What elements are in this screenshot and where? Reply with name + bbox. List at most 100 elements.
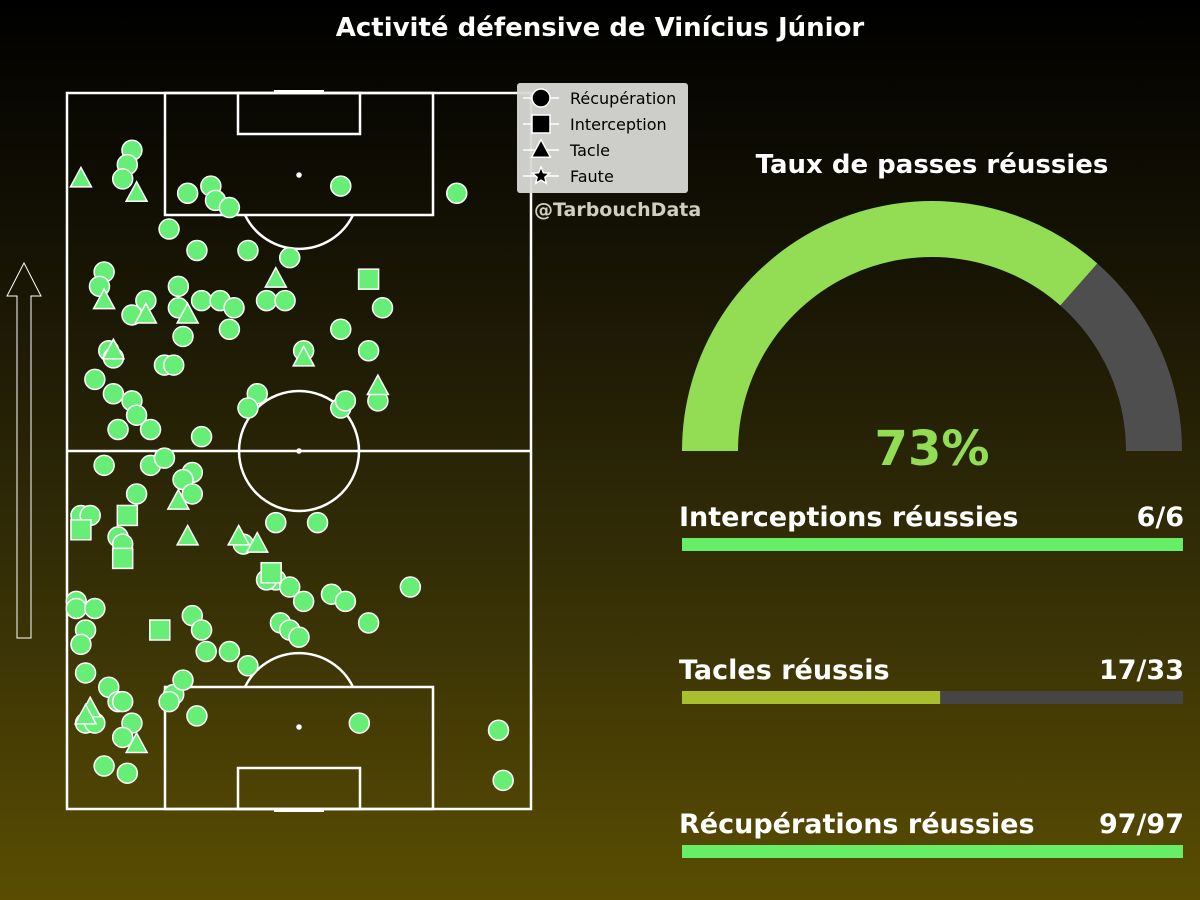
square-marker <box>260 561 282 584</box>
circle-marker <box>190 619 213 641</box>
triangle-marker <box>69 165 93 188</box>
circle-marker <box>125 483 148 505</box>
pitch <box>65 90 533 812</box>
figure-title: Activité défensive de Vinícius Júnior <box>336 13 865 43</box>
triangle-marker <box>92 287 116 310</box>
square-marker <box>70 519 92 541</box>
legend-box <box>517 83 688 193</box>
circle-marker <box>334 590 357 613</box>
bottom-penalty-spot <box>296 724 302 730</box>
legend-label: Récupération <box>570 89 676 108</box>
circle-marker <box>158 690 180 713</box>
stat-value: 6/6 <box>1137 502 1184 533</box>
circle-marker <box>93 755 115 777</box>
circle-marker <box>111 726 134 749</box>
watermark: @TarbouchData <box>534 199 701 221</box>
circle-marker <box>357 340 380 362</box>
square-marker <box>149 619 171 641</box>
triangle-marker <box>101 337 126 360</box>
top-six-yard-box <box>236 91 362 136</box>
circle-marker <box>176 182 199 204</box>
circle-marker <box>357 612 380 634</box>
triangle-marker <box>291 344 316 367</box>
circle-marker <box>84 597 106 620</box>
circle-marker <box>190 289 213 312</box>
bottom-penalty-arc <box>243 651 355 688</box>
circle-marker <box>237 397 259 419</box>
stat-bar-fill <box>682 691 941 704</box>
triangle-marker <box>264 266 288 288</box>
circle-marker <box>186 705 208 727</box>
circle-marker <box>278 576 301 598</box>
circle-marker <box>190 425 213 448</box>
circle-marker <box>292 590 315 613</box>
circle-marker <box>330 175 352 197</box>
circle-marker <box>371 297 394 319</box>
bottom-six-yard-box <box>236 766 362 811</box>
legend-label: Tacle <box>569 141 610 160</box>
triangle-marker <box>124 180 149 202</box>
circle-marker <box>218 196 241 219</box>
circle-marker <box>125 404 148 426</box>
circle-marker <box>195 640 217 663</box>
circle-marker <box>172 325 194 348</box>
gauge-remaining-arc <box>1059 263 1182 452</box>
top-penalty-arc <box>243 214 355 251</box>
triangle-marker <box>166 488 191 510</box>
stat-label: Interceptions réussies <box>679 502 1018 533</box>
circle-marker <box>218 640 241 663</box>
square-marker <box>116 504 139 527</box>
legend-triangle-marker <box>530 138 552 158</box>
square-marker <box>357 268 380 290</box>
centre-spot <box>296 448 302 454</box>
circle-marker <box>288 626 310 648</box>
circle-marker <box>158 218 180 240</box>
stat-bar-fill <box>682 538 1183 551</box>
gauge-filled-arc <box>682 201 1098 452</box>
stat-value: 97/97 <box>1099 809 1184 840</box>
stat-label: Récupérations réussies <box>679 809 1035 840</box>
circle-marker <box>186 239 208 262</box>
circle-marker <box>306 511 329 534</box>
circle-marker <box>334 390 357 412</box>
circle-marker <box>172 669 194 691</box>
circle-marker <box>399 576 422 598</box>
centre-circle <box>237 389 361 513</box>
circle-marker <box>93 454 115 477</box>
triangle-marker <box>73 702 98 725</box>
legend-label: Interception <box>570 115 667 134</box>
triangle-marker <box>366 373 390 396</box>
circle-marker <box>446 182 468 204</box>
circle-marker <box>65 597 88 620</box>
circle-marker <box>116 762 139 784</box>
legend-label: Faute <box>570 167 614 186</box>
circle-marker <box>70 633 92 656</box>
circle-marker <box>348 712 371 734</box>
bottom-penalty-box <box>163 685 435 811</box>
circle-marker <box>492 769 514 792</box>
gauge-percent-label: 73% <box>875 421 990 477</box>
event-markers <box>65 139 514 792</box>
triangle-marker <box>175 301 200 324</box>
circle-marker <box>265 511 287 534</box>
circle-marker <box>237 239 259 262</box>
legend: Récupération Interception Tacle Faute <box>517 83 688 193</box>
circle-marker <box>84 368 106 391</box>
circle-marker <box>111 168 134 190</box>
triangle-marker <box>245 530 269 553</box>
triangle-marker <box>124 731 149 754</box>
circle-marker <box>255 289 278 312</box>
legend-square-marker <box>531 114 551 134</box>
circle-marker <box>167 275 190 298</box>
circle-marker <box>111 690 134 713</box>
circle-marker <box>102 382 125 405</box>
triangle-marker <box>226 523 251 546</box>
stat-label: Tacles réussis <box>679 655 890 686</box>
circle-marker <box>278 246 301 269</box>
gauge-title: Taux de passes réussies <box>756 150 1109 180</box>
circle-marker <box>181 483 204 505</box>
triangle-marker <box>134 301 158 324</box>
circle-marker <box>74 662 97 684</box>
circle-marker <box>237 655 259 677</box>
